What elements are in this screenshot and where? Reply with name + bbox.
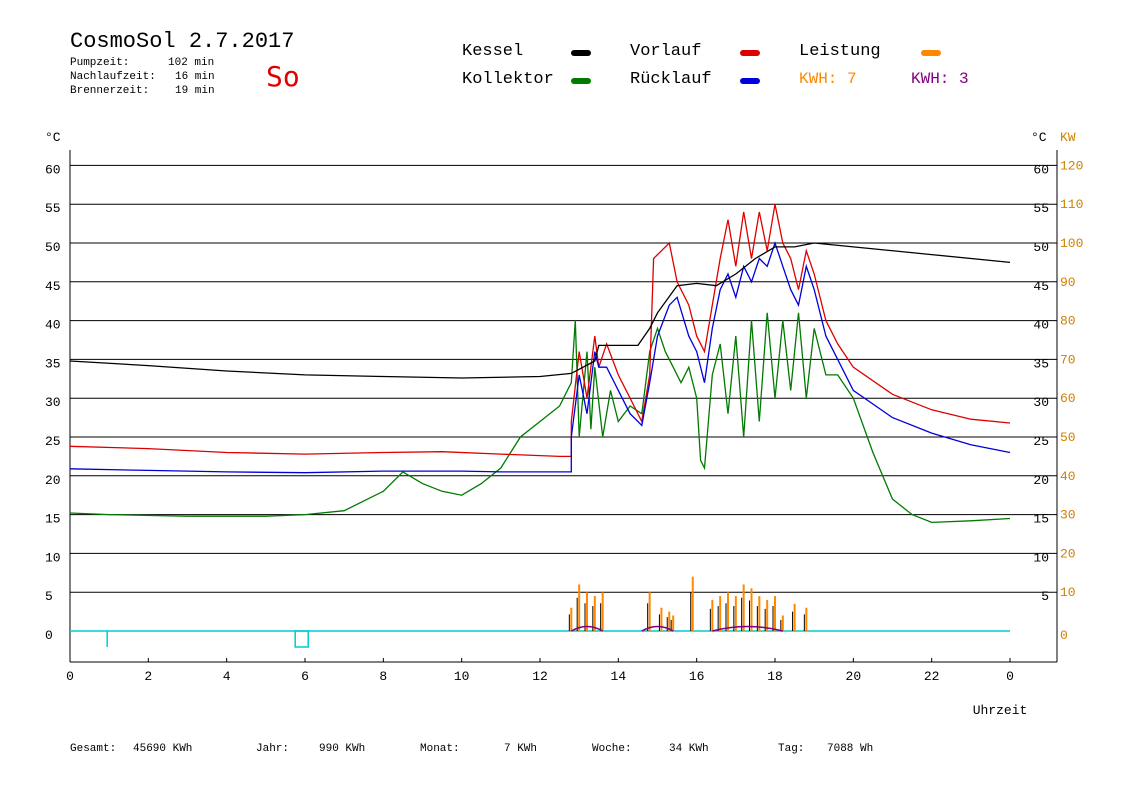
y2-tick-label: 90 [1060, 275, 1076, 290]
y2-tick-label: 30 [1060, 508, 1076, 523]
y-tick-label-left: 55 [45, 201, 61, 216]
info-nachlaufzeit-label: Nachlaufzeit: [70, 71, 156, 83]
footer-jahr-label: Jahr: [256, 743, 290, 755]
x-tick-label: 18 [767, 669, 783, 684]
y-tick-label-left: 40 [45, 318, 61, 333]
y-tick-label-right: 5 [1041, 589, 1049, 604]
y2-tick-label: 120 [1060, 158, 1083, 173]
legend-kessel-label: Kessel [462, 42, 524, 61]
series-line-vorlauf [69, 204, 1011, 458]
legend-vorlauf-label: Vorlauf [630, 42, 702, 61]
y-tick-label-right: 10 [1033, 550, 1049, 565]
x-tick-label: 16 [689, 669, 705, 684]
energy-segment [712, 625, 784, 632]
y-tick-label-left: 45 [45, 279, 61, 294]
y-tick-label-right: 50 [1033, 240, 1049, 255]
legend-kwh-purple: KWH: 3 [911, 70, 969, 88]
info-brennerzeit-label: Brennerzeit: [70, 85, 150, 97]
footer-jahr-value: 990 KWh [319, 743, 366, 755]
footer-tag-value: 7088 Wh [827, 743, 874, 755]
y2-tick-label: 50 [1060, 430, 1076, 445]
y2-tick-label: 0 [1060, 628, 1068, 643]
y-tick-label-left: 0 [45, 628, 53, 643]
x-tick-label: 2 [144, 669, 152, 684]
y2-tick-label: 70 [1060, 352, 1076, 367]
legend-kollektor-label: Kollektor [462, 70, 554, 89]
y2-tick-label: 100 [1060, 236, 1083, 251]
x-tick-label: 6 [301, 669, 309, 684]
y-axis-unit-left: °C [45, 130, 61, 145]
y-tick-label-right: 30 [1033, 395, 1049, 410]
info-nachlaufzeit-value: 16 min [175, 71, 215, 83]
y-tick-label-right: 60 [1033, 162, 1049, 177]
pump-box-marker [294, 630, 309, 648]
info-brennerzeit-value: 19 min [175, 85, 215, 97]
y-tick-label-left: 60 [45, 162, 61, 177]
info-pumpzeit-value: 102 min [168, 57, 215, 69]
footer-woche-label: Woche: [592, 743, 632, 755]
legend-ruecklauf-swatch [740, 78, 760, 84]
series-line-ruecklauf [69, 240, 1011, 474]
footer-tag-label: Tag: [778, 743, 805, 755]
legend-kwh-orange: KWH: 7 [799, 70, 857, 88]
y2-tick-label: 60 [1060, 391, 1076, 406]
footer-gesamt-label: Gesamt: [70, 743, 117, 755]
footer-gesamt-value: 45690 KWh [133, 743, 193, 755]
series-line-kollektor [69, 312, 1011, 524]
x-tick-label: 8 [379, 669, 387, 684]
x-tick-label: 14 [611, 669, 627, 684]
weekday-label: So [266, 60, 300, 93]
y2-tick-label: 110 [1060, 197, 1083, 212]
y-axis-unit-right: °C [1031, 130, 1047, 145]
y-tick-label-right: 15 [1033, 512, 1049, 527]
y-tick-label-left: 25 [45, 434, 61, 449]
legend-kollektor-swatch [571, 78, 591, 84]
y2-tick-label: 80 [1060, 314, 1076, 329]
legend-leistung-label: Leistung [799, 42, 881, 61]
legend-kessel-swatch [571, 50, 591, 56]
y-tick-label-left: 5 [45, 589, 53, 604]
footer-monat-label: Monat: [420, 743, 460, 755]
y-tick-label-left: 10 [45, 550, 61, 565]
x-axis-label: Uhrzeit [973, 703, 1028, 718]
y-tick-label-right: 35 [1033, 356, 1049, 371]
x-tick-label: 22 [924, 669, 940, 684]
y-tick-label-right: 20 [1033, 473, 1049, 488]
y2-tick-label: 10 [1060, 585, 1076, 600]
chart-title: CosmoSol 2.7.2017 [70, 29, 295, 54]
y-tick-label-left: 35 [45, 356, 61, 371]
energy-segment [641, 625, 674, 632]
legend-leistung-swatch [921, 50, 941, 56]
x-tick-label: 12 [532, 669, 548, 684]
energy-segment [570, 625, 604, 632]
y2-axis-unit: KW [1060, 130, 1076, 145]
y-tick-label-right: 40 [1033, 318, 1049, 333]
series-line-kessel [69, 242, 1011, 379]
y-tick-label-left: 20 [45, 473, 61, 488]
x-tick-label: 20 [846, 669, 862, 684]
y2-tick-label: 20 [1060, 546, 1076, 561]
x-tick-label: 0 [1006, 669, 1014, 684]
x-tick-label: 0 [66, 669, 74, 684]
x-tick-label: 4 [223, 669, 231, 684]
y-tick-label-left: 15 [45, 512, 61, 527]
info-pumpzeit-label: Pumpzeit: [70, 57, 130, 69]
y-tick-label-left: 50 [45, 240, 61, 255]
y2-tick-label: 40 [1060, 469, 1076, 484]
footer-woche-value: 34 KWh [669, 743, 709, 755]
legend-ruecklauf-label: Rücklauf [630, 70, 712, 89]
y-tick-label-left: 30 [45, 395, 61, 410]
y-tick-label-right: 45 [1033, 279, 1049, 294]
x-tick-label: 10 [454, 669, 470, 684]
legend-vorlauf-swatch [740, 50, 760, 56]
y-tick-label-right: 25 [1033, 434, 1049, 449]
y-tick-label-right: 55 [1033, 201, 1049, 216]
footer-monat-value: 7 KWh [504, 743, 538, 755]
